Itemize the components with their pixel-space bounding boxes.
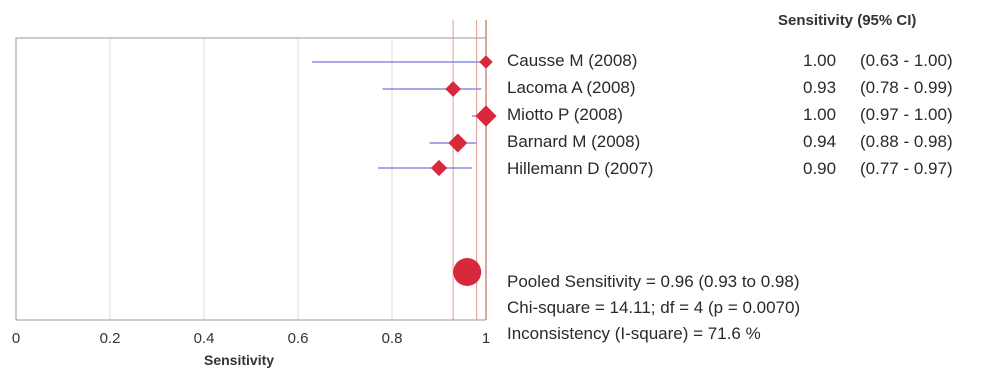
study-label: Lacoma A (2008) xyxy=(507,78,636,97)
pooled-marker xyxy=(453,258,482,286)
study-ci: (0.88 - 0.98) xyxy=(860,132,953,151)
study-estimate: 1.00 xyxy=(803,51,837,70)
study-estimate: 0.93 xyxy=(803,78,837,97)
study-marker-core xyxy=(448,84,458,94)
column-header: Sensitivity (95% CI) xyxy=(778,12,917,29)
x-tick-label: 0.4 xyxy=(194,330,215,347)
study-label: Causse M (2008) xyxy=(507,51,638,70)
x-tick-label: 0.8 xyxy=(382,330,403,347)
study-marker-core xyxy=(482,58,490,66)
study-estimate: 0.94 xyxy=(803,132,837,151)
inconsistency-text: Inconsistency (I-square) = 71.6 % xyxy=(507,324,761,343)
study-estimate: 1.00 xyxy=(803,105,837,124)
study-ci: (0.78 - 0.99) xyxy=(860,78,953,97)
study-ci: (0.63 - 1.00) xyxy=(860,51,953,70)
study-marker-core xyxy=(434,163,444,173)
study-label: Miotto P (2008) xyxy=(507,105,623,124)
study-label: Barnard M (2008) xyxy=(507,132,641,151)
study-estimate: 0.90 xyxy=(803,159,837,178)
study-ci: (0.97 - 1.00) xyxy=(860,105,953,124)
study-marker-core xyxy=(452,137,464,149)
x-tick-label: 0 xyxy=(12,330,20,347)
x-axis-label: Sensitivity xyxy=(204,352,275,368)
chi-square-text: Chi-square = 14.11; df = 4 (p = 0.0070) xyxy=(507,298,801,317)
x-tick-label: 1 xyxy=(482,330,490,347)
study-ci: (0.77 - 0.97) xyxy=(860,159,953,178)
study-label: Hillemann D (2007) xyxy=(507,159,654,178)
x-tick-label: 0.2 xyxy=(100,330,121,347)
x-tick-label: 0.6 xyxy=(288,330,309,347)
plot-frame xyxy=(15,37,486,321)
pooled-sensitivity-text: Pooled Sensitivity = 0.96 (0.93 to 0.98) xyxy=(507,272,800,291)
study-marker-core xyxy=(480,110,492,122)
